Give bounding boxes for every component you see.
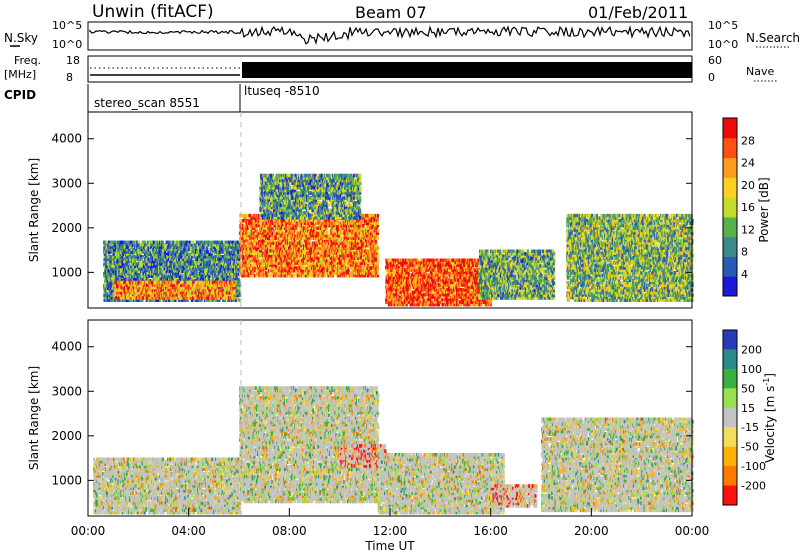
cpid-bar: CPID stereo_scan 8551 ltuseq -8510 <box>4 84 320 112</box>
nsearch-tick-bottom: 10^0 <box>708 38 738 51</box>
nsky-panel: N.Sky 10^5 10^0 10^5 10^0 N.Search <box>4 19 800 51</box>
nsky-tick-bottom: 10^0 <box>52 38 82 51</box>
freq-trace-late <box>242 62 692 78</box>
nsky-trace <box>90 27 690 44</box>
freq-label: Freq. <box>14 54 41 67</box>
power-scatter <box>103 174 694 307</box>
nsearch-label: N.Search <box>746 31 800 45</box>
cpid-segment-1: stereo_scan 8551 <box>94 96 200 110</box>
freq-panel: Freq. [MHz] 18 8 60 0 Nave <box>4 54 778 84</box>
freq-unit-label: [MHz] <box>4 68 36 81</box>
date-label: 01/Feb/2011 <box>588 3 688 22</box>
nsky-frame <box>88 22 692 50</box>
cpid-segment-2: ltuseq -8510 <box>244 84 320 98</box>
freq-tick-bottom: 8 <box>66 71 73 84</box>
nsky-tick-top: 10^5 <box>52 19 82 32</box>
beam-label: Beam 07 <box>355 3 427 22</box>
nsearch-tick-top: 10^5 <box>708 19 738 32</box>
scatter-cell <box>114 241 116 245</box>
nave-tick-top: 60 <box>708 54 722 67</box>
nave-tick-bottom: 0 <box>708 71 715 84</box>
nave-label: Nave <box>746 65 774 78</box>
nsky-label: N.Sky <box>4 31 38 45</box>
figure: Unwin (fitACF) Beam 07 01/Feb/2011 N.Sky… <box>0 0 800 554</box>
radar-title: Unwin (fitACF) <box>92 2 214 22</box>
cpid-label: CPID <box>4 88 36 102</box>
freq-tick-top: 18 <box>66 54 80 67</box>
scatter-cell <box>127 245 129 249</box>
